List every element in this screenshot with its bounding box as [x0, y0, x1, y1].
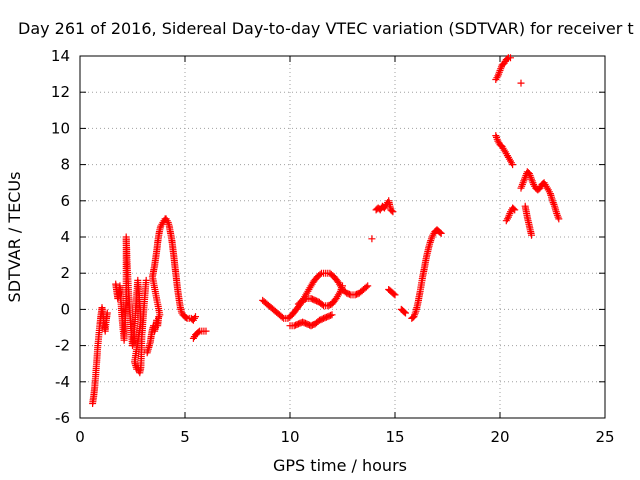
x-tick-label: 5 — [180, 428, 190, 446]
y-tick-label: -6 — [55, 409, 70, 427]
data-point — [364, 282, 372, 290]
data-point — [510, 205, 518, 213]
data-point — [182, 314, 190, 321]
y-tick-label: 14 — [51, 47, 70, 65]
plot-frame — [79, 55, 606, 419]
data-point — [388, 207, 396, 215]
y-tick-label: 0 — [60, 300, 70, 318]
grid — [80, 56, 605, 418]
y-tick-label: 10 — [51, 119, 70, 137]
y-tick-label: -4 — [55, 373, 70, 391]
y-tick-label: -2 — [55, 337, 70, 355]
x-tick-label: 25 — [595, 428, 614, 446]
data-point — [368, 235, 376, 243]
chart-title: Day 261 of 2016, Sidereal Day-to-day VTE… — [18, 19, 634, 38]
data-point — [553, 211, 561, 219]
data-point — [339, 282, 346, 290]
data-point — [555, 215, 563, 223]
data-point — [436, 229, 444, 236]
y-tick-label: 4 — [60, 228, 70, 246]
y-axis-label: SDTVAR / TECUs — [5, 172, 24, 303]
data-point — [192, 313, 199, 321]
y-tick-label: 2 — [60, 264, 70, 282]
data-point — [391, 291, 399, 299]
data-point — [389, 208, 397, 216]
data-point — [328, 311, 336, 319]
x-tick-label: 10 — [280, 428, 299, 446]
data-point — [278, 313, 286, 321]
data-point — [316, 270, 324, 278]
data-point — [517, 79, 525, 87]
data-point — [402, 309, 409, 317]
data-point — [503, 55, 511, 63]
data-point — [400, 308, 408, 316]
data-point — [362, 283, 370, 291]
data-point — [511, 206, 519, 214]
x-axis-label: GPS time / hours — [273, 456, 407, 475]
x-tick-label: 15 — [385, 428, 404, 446]
data-point — [103, 309, 111, 317]
y-tick-label: 8 — [60, 156, 70, 174]
data-point — [509, 161, 517, 169]
data-points — [89, 54, 563, 407]
y-tick-label: 12 — [51, 83, 70, 101]
data-point — [202, 327, 210, 335]
data-point — [390, 290, 398, 298]
y-tick-label: 6 — [60, 192, 70, 210]
data-point — [507, 54, 514, 62]
data-point — [195, 328, 203, 336]
x-tick-label: 0 — [75, 428, 85, 446]
data-point — [528, 231, 535, 239]
y-tick-labels: -6 -4 -2 0 2 4 6 8 10 12 14 — [51, 47, 70, 427]
x-tick-label: 20 — [490, 428, 509, 446]
data-point — [142, 276, 150, 284]
data-point — [437, 229, 445, 237]
x-tick-labels: 0 5 10 15 20 25 — [75, 428, 614, 446]
data-point — [318, 301, 326, 309]
